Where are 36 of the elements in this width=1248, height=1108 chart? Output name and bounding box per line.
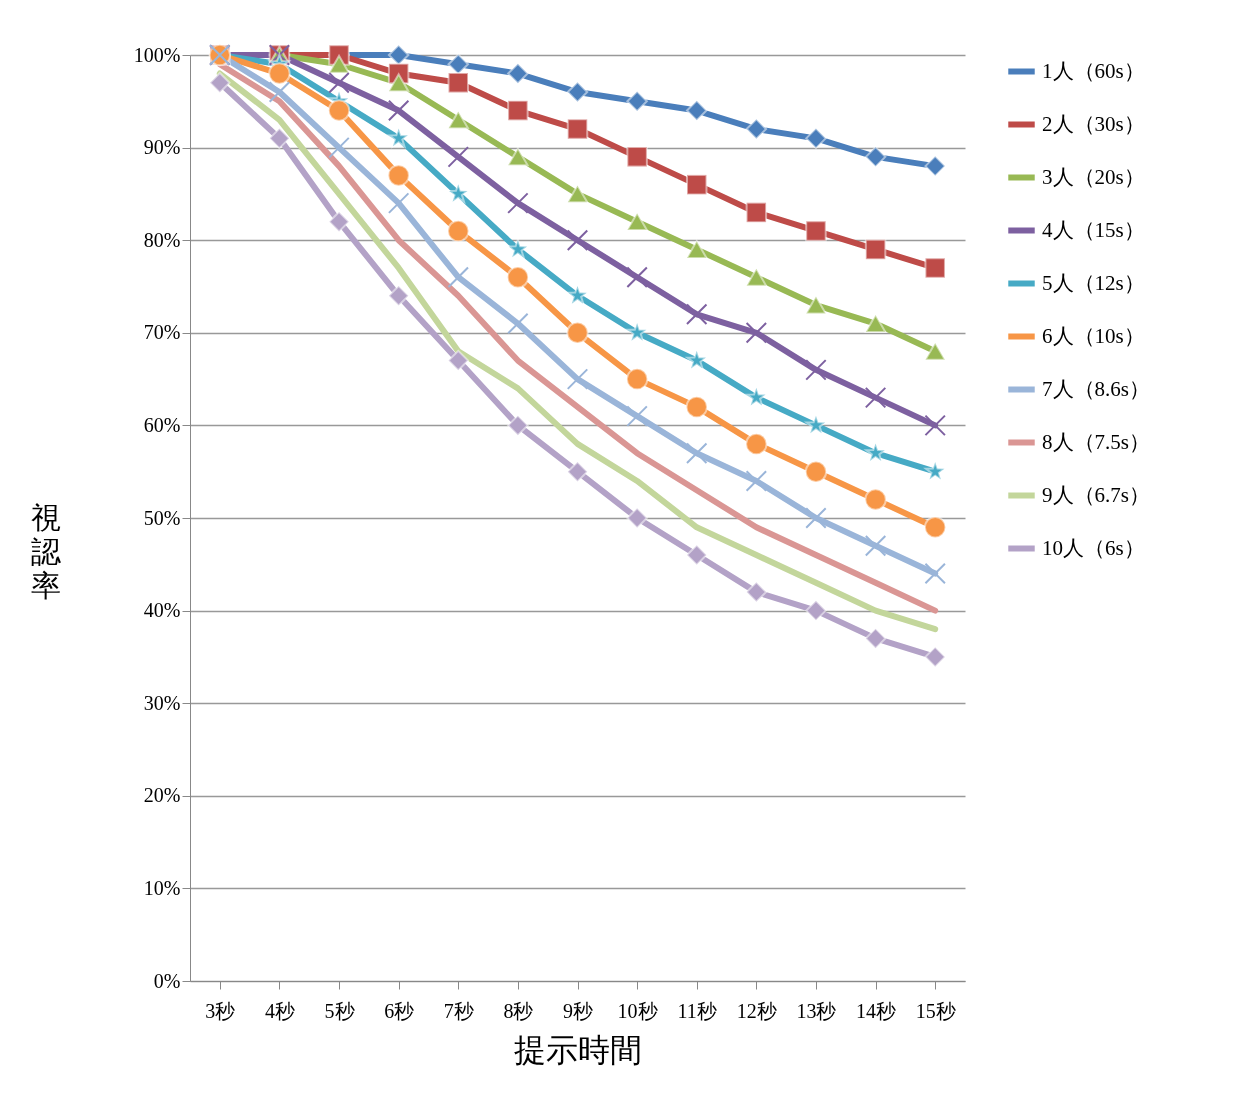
legend-label: 8人（7.5s） [1042, 429, 1150, 454]
y-tick-label: 50% [143, 506, 181, 529]
y-tick-label: 100% [133, 43, 181, 66]
x-tick-label: 10秒 [617, 999, 658, 1022]
y-tick-label: 40% [143, 599, 181, 622]
x-tick-label: 9秒 [563, 999, 593, 1022]
y-tick-label: 90% [143, 136, 181, 159]
y-tick-label: 0% [153, 969, 181, 992]
legend-label: 6人（10s） [1042, 323, 1145, 348]
y-tick-label: 20% [143, 784, 181, 807]
x-axis-title: 提示時間 [514, 1031, 642, 1068]
legend-label: 3人（20s） [1042, 164, 1145, 189]
y-tick-label: 70% [143, 321, 181, 344]
legend-label: 1人（60s） [1042, 58, 1145, 83]
legend-label: 4人（15s） [1042, 217, 1145, 242]
legend-label: 7人（8.6s） [1042, 376, 1150, 401]
x-tick-label: 11秒 [677, 999, 717, 1022]
legend-label: 9人（6.7s） [1042, 482, 1150, 507]
y-tick-label: 80% [143, 228, 181, 251]
x-tick-label: 7秒 [443, 999, 474, 1022]
x-tick-label: 14秒 [856, 999, 897, 1022]
y-tick-label: 10% [143, 876, 181, 899]
x-tick-label: 5秒 [324, 999, 355, 1022]
y-tick-label: 60% [143, 413, 181, 436]
x-tick-label: 12秒 [736, 999, 777, 1022]
y-tick-label: 30% [143, 691, 181, 714]
y-axis-title: 視認率 [30, 500, 61, 602]
x-tick-label: 6秒 [384, 999, 415, 1022]
legend-label: 2人（30s） [1042, 111, 1145, 136]
legend-label: 10人（6s） [1042, 535, 1145, 560]
x-tick-label: 3秒 [205, 999, 236, 1022]
legend-label: 5人（12s） [1042, 270, 1145, 295]
x-tick-label: 8秒 [503, 999, 534, 1022]
x-tick-label: 15秒 [915, 999, 956, 1022]
x-tick-label: 13秒 [796, 999, 837, 1022]
x-tick-label: 4秒 [264, 999, 295, 1022]
